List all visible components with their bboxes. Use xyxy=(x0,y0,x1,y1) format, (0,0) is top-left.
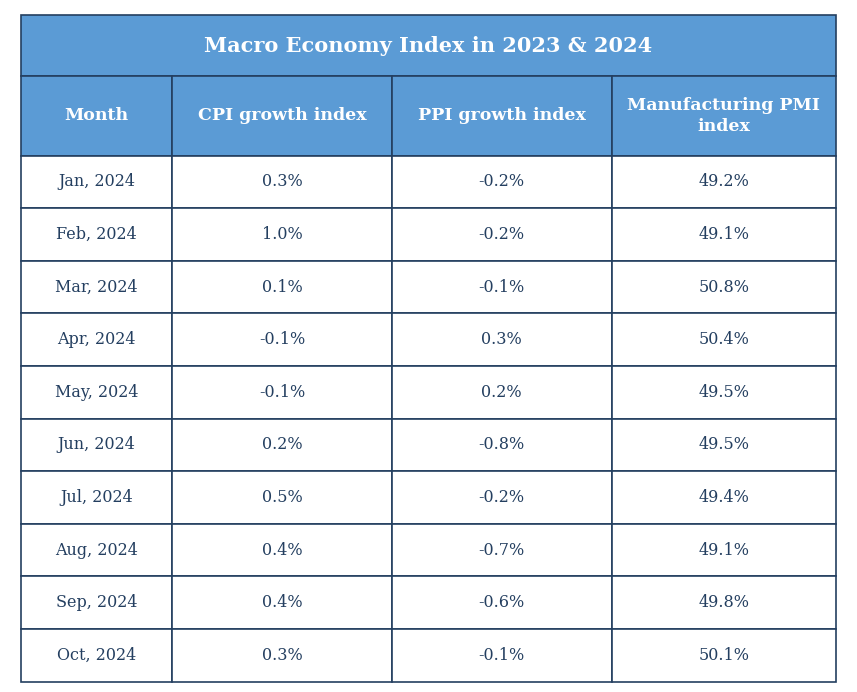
Text: Mar, 2024: Mar, 2024 xyxy=(56,279,138,295)
Bar xyxy=(612,629,836,682)
Text: Apr, 2024: Apr, 2024 xyxy=(57,331,136,348)
Text: Aug, 2024: Aug, 2024 xyxy=(56,542,138,558)
Text: Jun, 2024: Jun, 2024 xyxy=(57,437,135,453)
Bar xyxy=(21,524,172,576)
Text: 49.8%: 49.8% xyxy=(698,594,749,611)
Text: Jan, 2024: Jan, 2024 xyxy=(58,174,135,190)
Text: 0.5%: 0.5% xyxy=(261,489,303,506)
Text: -0.1%: -0.1% xyxy=(259,331,305,348)
Text: 49.4%: 49.4% xyxy=(698,489,749,506)
Bar xyxy=(172,261,392,313)
Bar xyxy=(172,313,392,366)
Bar xyxy=(392,156,612,208)
Text: 50.4%: 50.4% xyxy=(698,331,749,348)
Bar xyxy=(21,366,172,419)
Text: PPI growth index: PPI growth index xyxy=(418,107,585,125)
Text: -0.2%: -0.2% xyxy=(479,226,524,243)
Bar xyxy=(612,261,836,313)
Text: 0.2%: 0.2% xyxy=(482,384,522,401)
Text: Jul, 2024: Jul, 2024 xyxy=(60,489,133,506)
Bar xyxy=(21,313,172,366)
Text: 0.1%: 0.1% xyxy=(261,279,303,295)
Bar xyxy=(612,366,836,419)
Text: -0.1%: -0.1% xyxy=(479,647,524,664)
Bar xyxy=(21,261,172,313)
Bar xyxy=(21,471,172,524)
Text: 0.3%: 0.3% xyxy=(261,647,303,664)
Text: -0.8%: -0.8% xyxy=(479,437,524,453)
Text: 0.3%: 0.3% xyxy=(482,331,522,348)
Text: May, 2024: May, 2024 xyxy=(55,384,139,401)
Bar xyxy=(612,576,836,629)
Text: -0.6%: -0.6% xyxy=(479,594,524,611)
Bar xyxy=(172,156,392,208)
Bar xyxy=(392,471,612,524)
Text: 1.0%: 1.0% xyxy=(261,226,303,243)
Text: Feb, 2024: Feb, 2024 xyxy=(57,226,137,243)
Bar xyxy=(172,366,392,419)
Bar xyxy=(392,629,612,682)
Text: -0.2%: -0.2% xyxy=(479,489,524,506)
Bar xyxy=(392,576,612,629)
Bar xyxy=(612,156,836,208)
Bar xyxy=(21,419,172,471)
Text: -0.1%: -0.1% xyxy=(259,384,305,401)
Bar xyxy=(172,629,392,682)
Bar xyxy=(612,313,836,366)
Bar xyxy=(21,208,172,261)
Text: 0.4%: 0.4% xyxy=(261,594,303,611)
Bar xyxy=(392,313,612,366)
Text: 0.4%: 0.4% xyxy=(261,542,303,558)
Bar xyxy=(392,261,612,313)
Bar xyxy=(392,76,612,156)
Bar xyxy=(21,629,172,682)
Text: Manufacturing PMI
index: Manufacturing PMI index xyxy=(627,97,820,135)
Bar xyxy=(392,419,612,471)
Bar xyxy=(21,156,172,208)
Bar xyxy=(172,208,392,261)
Bar xyxy=(172,76,392,156)
Bar xyxy=(21,15,836,76)
Bar xyxy=(392,524,612,576)
Text: 49.2%: 49.2% xyxy=(698,174,749,190)
Bar xyxy=(172,524,392,576)
Text: 49.5%: 49.5% xyxy=(698,437,749,453)
Bar xyxy=(172,576,392,629)
Bar xyxy=(21,76,172,156)
Text: 49.5%: 49.5% xyxy=(698,384,749,401)
Bar xyxy=(612,208,836,261)
Bar xyxy=(612,471,836,524)
Bar xyxy=(172,471,392,524)
Bar xyxy=(612,419,836,471)
Text: -0.1%: -0.1% xyxy=(479,279,524,295)
Bar xyxy=(21,576,172,629)
Text: 0.2%: 0.2% xyxy=(261,437,303,453)
Bar xyxy=(392,208,612,261)
Text: 49.1%: 49.1% xyxy=(698,542,749,558)
Text: 49.1%: 49.1% xyxy=(698,226,749,243)
Bar xyxy=(612,524,836,576)
Text: 50.1%: 50.1% xyxy=(698,647,749,664)
Bar xyxy=(172,419,392,471)
Text: -0.2%: -0.2% xyxy=(479,174,524,190)
Text: Oct, 2024: Oct, 2024 xyxy=(57,647,136,664)
Text: 0.3%: 0.3% xyxy=(261,174,303,190)
Text: Month: Month xyxy=(64,107,129,125)
Text: 50.8%: 50.8% xyxy=(698,279,749,295)
Bar xyxy=(392,366,612,419)
Text: -0.7%: -0.7% xyxy=(479,542,524,558)
Text: Macro Economy Index in 2023 & 2024: Macro Economy Index in 2023 & 2024 xyxy=(204,36,653,55)
Text: CPI growth index: CPI growth index xyxy=(198,107,366,125)
Bar xyxy=(612,76,836,156)
Text: Sep, 2024: Sep, 2024 xyxy=(56,594,137,611)
